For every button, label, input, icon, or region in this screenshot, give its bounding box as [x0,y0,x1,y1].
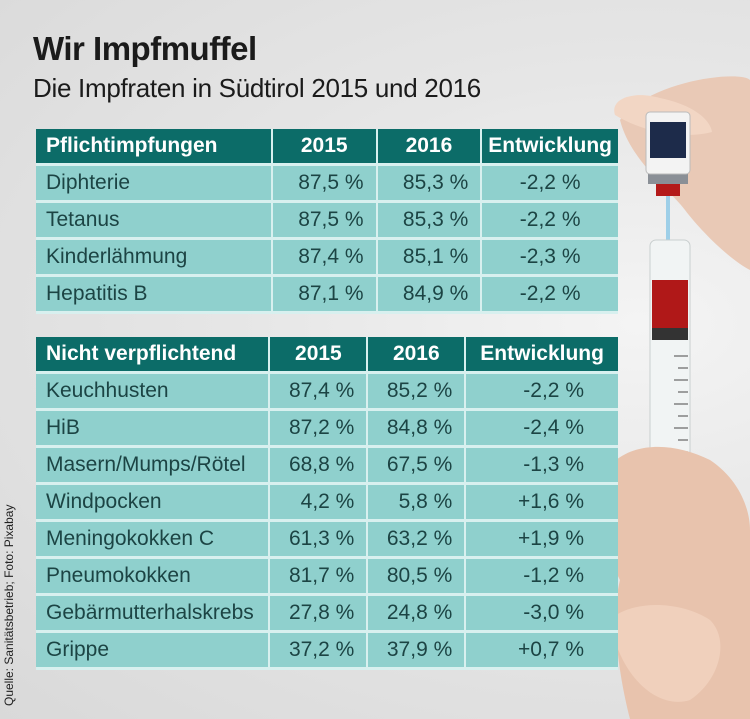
rate-2016: 85,2 % [367,372,467,411]
rate-change: -2,2 % [465,372,618,411]
rate-2016: 85,3 % [376,164,483,203]
vaccine-name: Kinderlähmung [36,238,273,277]
page-subtitle: Die Impfraten in Südtirol 2015 und 2016 [33,73,481,103]
rate-change: +0,7 % [465,631,618,670]
vaccine-name: HiB [36,409,271,448]
vaccine-name: Masern/Mumps/Rötel [36,446,271,485]
vial-label [650,122,686,158]
column-header: 2015 [271,129,378,166]
rate-change: +1,6 % [465,483,618,522]
rate-2015: 68,8 % [269,446,369,485]
vaccine-name: Pneumokokken [36,557,271,596]
rate-2015: 87,1 % [271,275,378,314]
mandatory-vaccinations-table: Pflichtimpfungen 2015 2016 Entwicklung D… [36,129,618,314]
vaccine-name: Keuchhusten [36,372,271,411]
plunger-seal [652,328,688,340]
table-row: Keuchhusten 87,4 % 85,2 % -2,2 % [36,372,618,411]
rate-2015: 61,3 % [269,520,369,559]
table-row: Diphterie 87,5 % 85,3 % -2,2 % [36,164,618,203]
rate-2015: 27,8 % [269,594,369,633]
table-row: Meningokokken C 61,3 % 63,2 % +1,9 % [36,520,618,559]
table-header-row: Nicht verpflichtend 2015 2016 Entwicklun… [36,337,618,374]
rate-2016: 85,1 % [376,238,483,277]
source-credit: Quelle: Sanitätsbetrieb; Foto: Pixabay [2,504,16,706]
table-row: Masern/Mumps/Rötel 68,8 % 67,5 % -1,3 % [36,446,618,485]
rate-change: -2,2 % [481,201,618,240]
rate-2015: 87,5 % [271,201,378,240]
rate-2015: 87,4 % [269,372,369,411]
rate-change: -1,3 % [465,446,618,485]
syringe-barrel [649,239,691,481]
blood-fill [652,280,688,328]
column-header: 2015 [269,337,369,374]
rate-2015: 87,4 % [271,238,378,277]
rate-2015: 37,2 % [269,631,369,670]
rate-change: -2,2 % [481,164,618,203]
vaccine-name: Hepatitis B [36,275,273,314]
vaccine-name: Tetanus [36,201,273,240]
column-header: Entwicklung [465,337,618,374]
rate-change: -1,2 % [465,557,618,596]
vaccine-name: Windpocken [36,483,271,522]
rate-2016: 67,5 % [367,446,467,485]
syringe-photo [597,76,750,719]
needle [666,196,670,240]
rate-2016: 80,5 % [367,557,467,596]
rate-2015: 87,5 % [271,164,378,203]
thumb-shape [610,605,721,702]
vaccine-name: Meningokokken C [36,520,271,559]
rate-2016: 84,8 % [367,409,467,448]
table-header-row: Pflichtimpfungen 2015 2016 Entwicklung [36,129,618,166]
rate-2015: 81,7 % [269,557,369,596]
table-row: Gebärmutterhalskrebs 27,8 % 24,8 % -3,0 … [36,594,618,633]
table-row: Hepatitis B 87,1 % 84,9 % -2,2 % [36,275,618,314]
table-row: Tetanus 87,5 % 85,3 % -2,2 % [36,201,618,240]
rate-change: -2,3 % [481,238,618,277]
rate-2016: 37,9 % [367,631,467,670]
rate-2016: 24,8 % [367,594,467,633]
rate-change: -2,4 % [465,409,618,448]
column-header: 2016 [367,337,467,374]
table-row: Pneumokokken 81,7 % 80,5 % -1,2 % [36,557,618,596]
rate-change: -2,2 % [481,275,618,314]
rate-change: -3,0 % [465,594,618,633]
rate-2016: 85,3 % [376,201,483,240]
vaccine-name: Grippe [36,631,271,670]
table-row: Grippe 37,2 % 37,9 % +0,7 % [36,631,618,670]
vial-neck [656,184,680,196]
table-row: Windpocken 4,2 % 5,8 % +1,6 % [36,483,618,522]
rate-2016: 63,2 % [367,520,467,559]
table-row: HiB 87,2 % 84,8 % -2,4 % [36,409,618,448]
vaccine-name: Gebärmutterhalskrebs [36,594,271,633]
column-header: Pflichtimpfungen [36,129,273,166]
rate-2015: 4,2 % [269,483,369,522]
column-header: Nicht verpflichtend [36,337,271,374]
rate-2015: 87,2 % [269,409,369,448]
rate-change: +1,9 % [465,520,618,559]
column-header: Entwicklung [481,129,618,166]
optional-vaccinations-table: Nicht verpflichtend 2015 2016 Entwicklun… [36,337,618,670]
table-row: Kinderlähmung 87,4 % 85,1 % -2,3 % [36,238,618,277]
column-header: 2016 [376,129,483,166]
rate-2016: 84,9 % [376,275,483,314]
page-title: Wir Impfmuffel [33,30,257,67]
vaccine-name: Diphterie [36,164,273,203]
rate-2016: 5,8 % [367,483,467,522]
